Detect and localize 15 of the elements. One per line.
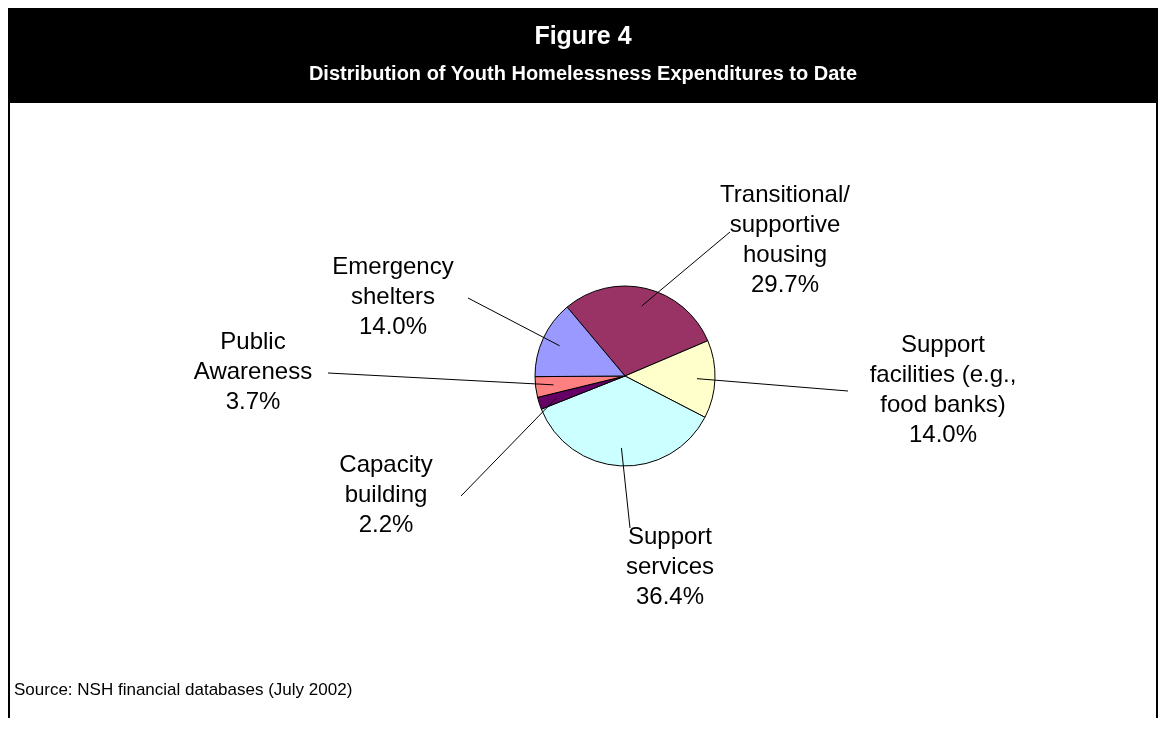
- source-note: Source: NSH financial databases (July 2002): [14, 680, 353, 699]
- slice-label: Support services: [625, 522, 715, 580]
- data-label: 29.7%: [750, 270, 820, 298]
- slice-label: Support facilities (e.g., food banks): [869, 330, 1017, 418]
- chart-title: Figure 4: [534, 21, 632, 49]
- data-label: 14.0%: [358, 312, 428, 340]
- slice-label: Transitional/ supportive housing: [720, 180, 851, 268]
- slice-label: Public Awareness: [193, 327, 313, 385]
- chart-subtitle: Distribution of Youth Homelessness Expenditures to Date: [308, 62, 858, 84]
- slice-label: Capacity building: [339, 450, 433, 508]
- data-label: 14.0%: [908, 420, 978, 448]
- data-label: 36.4%: [635, 582, 705, 610]
- data-label: 2.2%: [358, 510, 414, 538]
- data-label: 3.7%: [225, 387, 281, 415]
- slice-label: Emergency shelters: [332, 252, 454, 310]
